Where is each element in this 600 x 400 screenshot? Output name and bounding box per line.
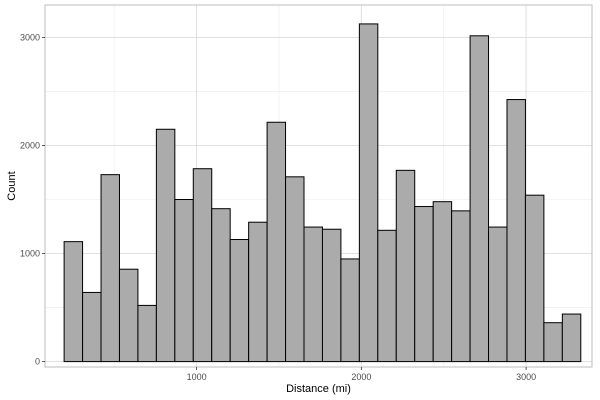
histogram-bar: [248, 221, 268, 363]
y-tick-label: 3000: [20, 32, 40, 42]
histogram-bar: [543, 322, 563, 363]
x-tick-label: 3000: [516, 372, 536, 382]
histogram-bar: [506, 99, 526, 363]
histogram-bar: [451, 210, 471, 363]
histogram-bar: [118, 268, 139, 363]
histogram-bar: [358, 23, 379, 363]
bar-layer: [63, 23, 582, 363]
histogram-bar: [377, 229, 397, 363]
histogram-bar: [229, 238, 250, 363]
y-tick-label: 1000: [20, 249, 40, 259]
histogram-bar: [561, 313, 582, 363]
histogram-bar: [155, 128, 176, 363]
histogram-bar: [488, 226, 508, 363]
histogram-bar: [100, 174, 120, 363]
panel-border: [44, 4, 593, 368]
histogram-bar: [432, 201, 453, 363]
histogram-bar: [266, 121, 287, 363]
y-tick-label: 2000: [20, 140, 40, 150]
y-axis-ticks: 0 1000 2000 3000: [20, 32, 45, 367]
histogram-bar: [414, 206, 434, 363]
histogram-bar: [395, 169, 416, 363]
histogram-bar: [211, 208, 231, 363]
histogram-bar: [192, 168, 213, 363]
y-tick-label: 0: [35, 357, 40, 367]
y-axis-title: Count: [6, 171, 18, 200]
histogram-bar: [340, 258, 360, 363]
x-tick-label: 1000: [187, 372, 207, 382]
histogram-bar: [82, 291, 102, 363]
x-tick-label: 2000: [351, 372, 371, 382]
x-axis-title: Distance (mi): [286, 383, 351, 395]
histogram-bar: [63, 241, 84, 363]
histogram-bar: [303, 226, 323, 363]
histogram-bar: [174, 199, 194, 363]
histogram-bar: [524, 194, 545, 363]
histogram-bar: [285, 176, 305, 363]
histogram-bar: [469, 35, 490, 363]
histogram-bar: [321, 228, 342, 363]
x-axis-ticks: 1000 2000 3000: [187, 367, 536, 382]
histogram-bar: [137, 304, 157, 363]
